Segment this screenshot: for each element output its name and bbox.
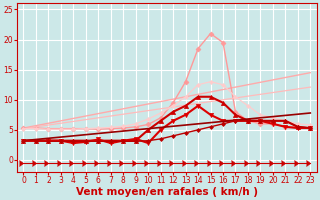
X-axis label: Vent moyen/en rafales ( km/h ): Vent moyen/en rafales ( km/h ): [76, 187, 258, 197]
